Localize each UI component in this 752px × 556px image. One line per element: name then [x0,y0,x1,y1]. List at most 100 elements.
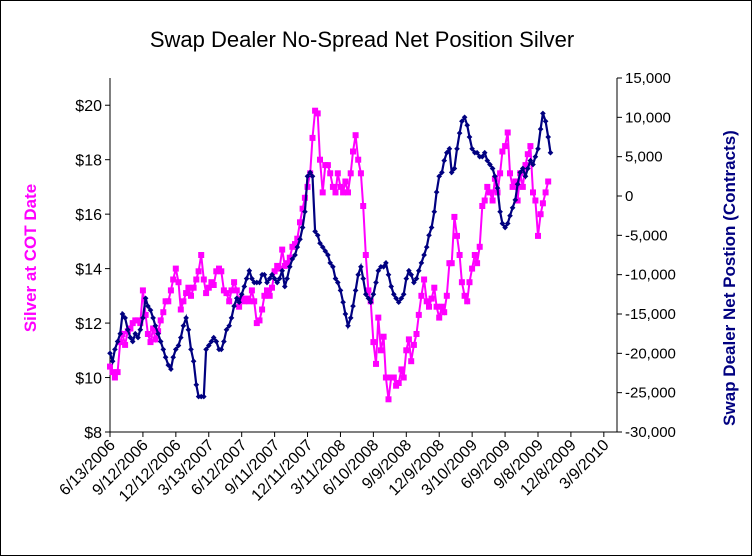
series-2-point [180,322,187,329]
series-1-point [469,265,476,272]
series-2-point [342,311,349,317]
series-2-point [236,299,242,306]
series-1-point [451,213,458,220]
series-1-point [327,170,334,177]
plot-area: $8 $10 $12 $14 $16 $18 $20 -30,000 -25,000 -20,00… [56,70,675,505]
series-1-point [111,374,118,381]
series-1-point [405,336,412,343]
series-2-point [499,220,506,227]
series-1-point [152,336,159,343]
series-1-point [177,306,184,313]
series-1-point [205,284,212,291]
series-2-point [243,275,250,282]
series-2-point [203,346,209,353]
series-1-point [233,287,240,294]
series-2-point [441,157,448,164]
series-1-point [309,134,316,141]
series-1-point [236,303,243,310]
series-1-point [203,290,210,297]
series-2-point [451,165,458,172]
series-1-point [456,252,463,258]
series-2-point [162,354,169,361]
series-2-point [413,275,420,282]
series-2-point [330,263,336,270]
series-2-point [297,236,303,243]
series-1-point [360,203,367,209]
series-1-point [142,311,149,318]
series-2-point [183,315,189,321]
series-1-point [461,292,468,299]
series-2-point [226,322,233,329]
series-2-point [373,279,379,286]
series-2-point [532,153,539,160]
series-1-point [170,276,177,283]
series-1-point [165,298,172,305]
y-axis-right-label: Swap Dealer Net Postion (Contracts) [720,130,739,426]
series-1-point [385,396,392,403]
series-1-point [334,170,341,177]
series-1-point [248,287,255,294]
series-2-point [135,334,141,341]
series-1-point [271,268,278,275]
series-2-point [347,315,354,321]
series-1-point [400,374,407,381]
series-2-point [127,334,134,341]
series-2-point [165,362,172,368]
series-2-point [479,153,486,160]
series-2-point [464,122,471,129]
series-1-point [408,358,415,365]
series-1-point [226,298,233,305]
series-1-point [527,143,534,150]
series-1-point [532,197,539,204]
series-1-point [264,287,270,294]
series-2-point [446,145,453,152]
y-right-tick-label: -5,000 [625,227,668,244]
series-1-point [332,189,339,196]
series-1-point [109,369,116,376]
series-2-point [406,267,412,274]
series-1-point [180,298,187,305]
series-2-point [403,275,410,282]
series-1-point [509,183,516,190]
series-1-point [454,232,460,239]
series-2-point [489,165,496,172]
series-1-point [228,287,235,294]
series-2-point [540,110,546,117]
series-1-point [362,252,369,258]
series-2-point [302,208,308,215]
series-2-point [514,181,521,188]
series-1-point [218,268,225,275]
series-2-point [314,232,321,239]
series-1-point [190,284,197,291]
y-right-tick-label: -30,000 [625,424,676,441]
series-2-point [502,224,508,231]
series-2-point [494,185,501,191]
series-2-point [334,279,341,286]
series-2-point [393,295,399,302]
series-1-point [223,290,230,297]
series-1-point [479,203,486,209]
series-1-point [484,183,491,190]
series-2-point [317,240,323,247]
series-2-point [124,326,131,333]
series-1-point [499,148,506,155]
series-2-point [249,275,255,282]
series-2-point [530,161,536,168]
series-2-point [210,334,217,341]
series-2-point [221,338,227,345]
series-2-point [456,130,463,136]
series-2-point [281,283,288,290]
series-2-point [340,299,346,306]
series-2-point [319,244,326,250]
series-1-point [347,170,354,177]
series-1-point [147,339,154,346]
series-2-point [431,208,438,215]
series-2-point [398,295,405,302]
series-1-point [279,246,286,253]
series-2-point [360,275,367,282]
series-2-point [497,208,503,215]
series-2-point [418,260,425,266]
series-1-point [167,287,174,294]
series-2-point [119,311,126,317]
